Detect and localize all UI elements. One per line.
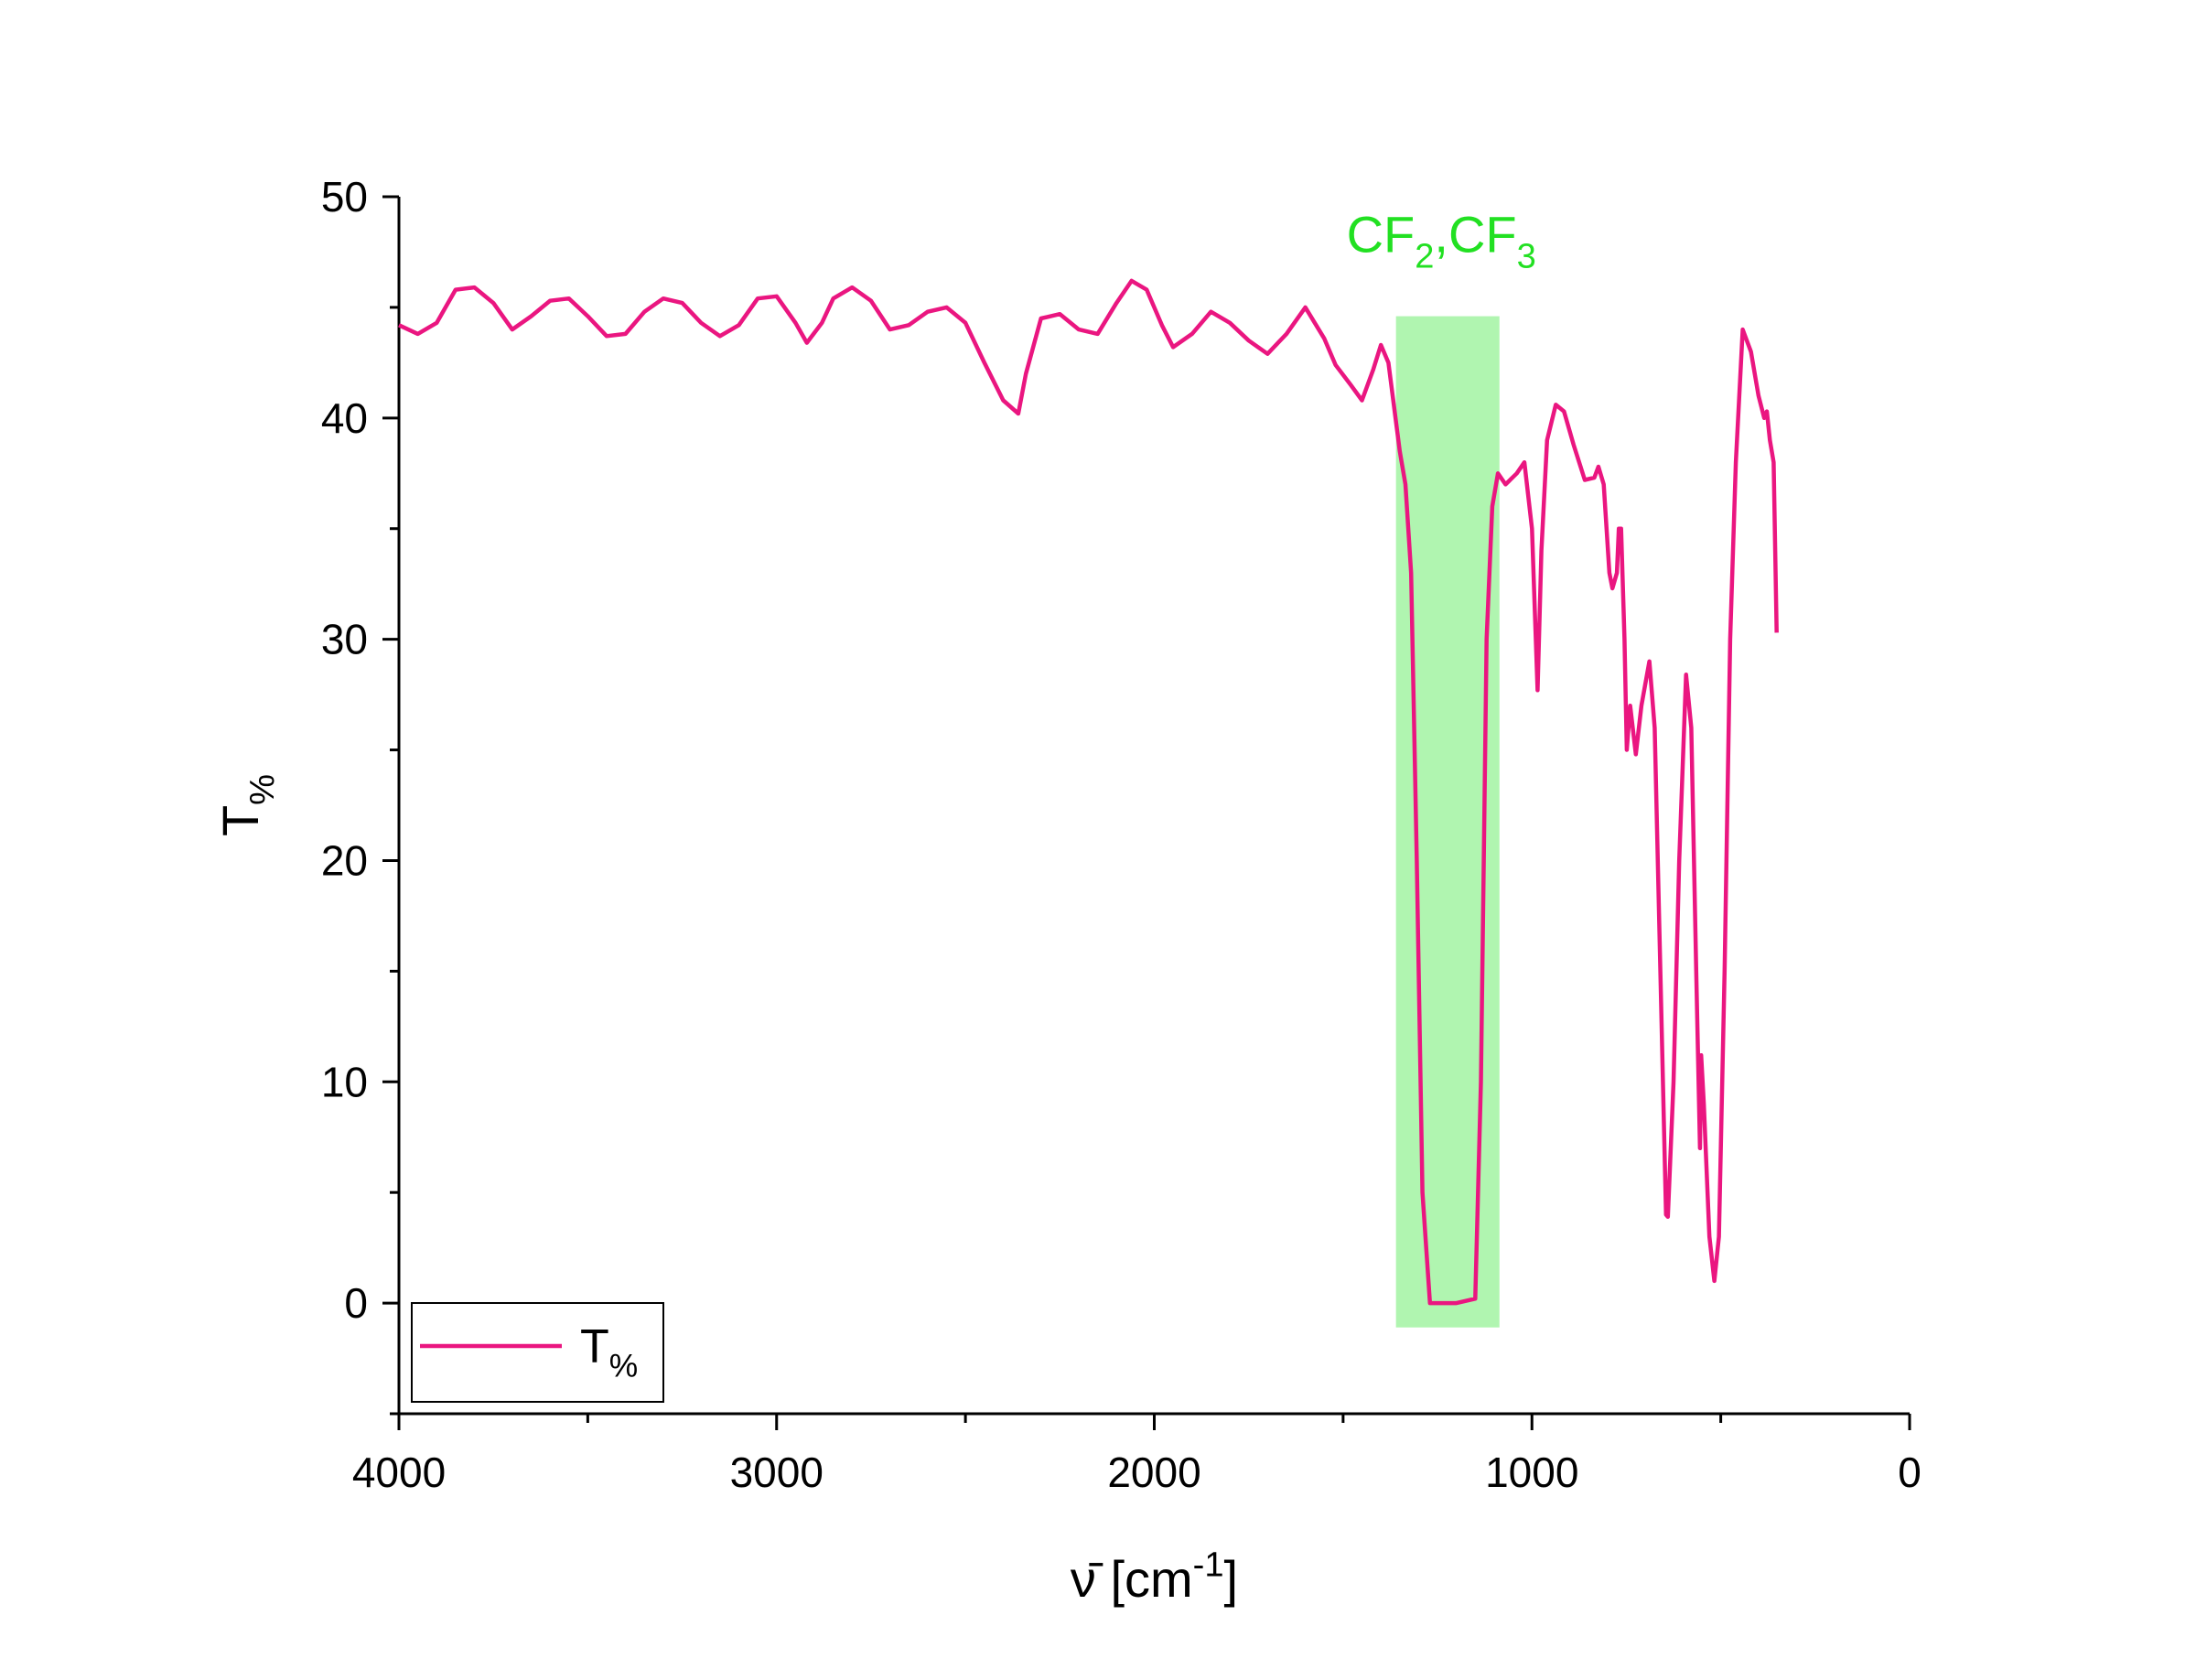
x-axis-label-part: ] xyxy=(1224,1550,1239,1608)
annotation-part: ,CF xyxy=(1434,205,1516,263)
y-tick-label: 0 xyxy=(344,1279,368,1327)
y-tick-label: 50 xyxy=(321,173,368,221)
x-tick-label: 3000 xyxy=(730,1448,824,1496)
y-tick-label: 10 xyxy=(321,1058,368,1105)
annotation-part: 3 xyxy=(1517,237,1536,275)
y-tick-label: 40 xyxy=(321,394,368,442)
y-axis-label: T% xyxy=(211,774,282,836)
x-tick-label: 2000 xyxy=(1107,1448,1200,1496)
x-tick-label: 1000 xyxy=(1485,1448,1578,1496)
spectrum-line xyxy=(398,278,1779,1306)
legend-label-part: T xyxy=(580,1320,609,1373)
annotation: CF2,CF3 xyxy=(1347,205,1536,275)
x-tick-label: 4000 xyxy=(352,1448,446,1496)
legend-label: T% xyxy=(580,1320,638,1384)
legend-label-part: % xyxy=(609,1349,638,1384)
legend-box xyxy=(411,1302,664,1403)
y-tick-label: 20 xyxy=(321,836,368,884)
x-axis-label-part: ν̄ [cm xyxy=(1071,1550,1193,1608)
x-axis-label: ν̄ [cm-1] xyxy=(1071,1546,1238,1608)
x-tick-label: 0 xyxy=(1898,1448,1922,1496)
y-axis-label-part: T xyxy=(211,805,269,836)
x-axis-label-part: -1 xyxy=(1193,1546,1224,1585)
y-tick-label: 30 xyxy=(321,616,368,663)
annotation-part: CF xyxy=(1347,205,1416,263)
annotation-part: 2 xyxy=(1415,237,1434,275)
y-axis-label-part: % xyxy=(243,774,282,805)
